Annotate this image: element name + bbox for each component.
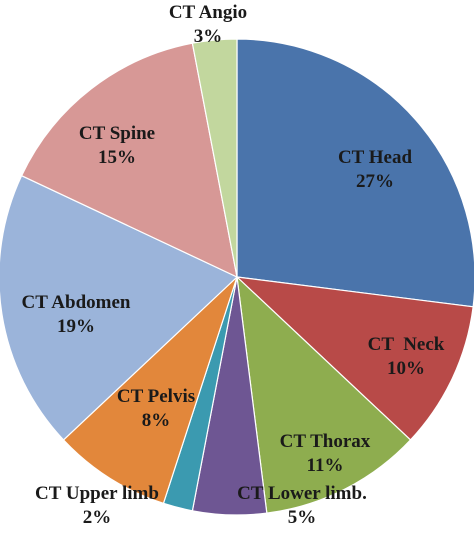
slice-ct-head [236,38,474,308]
label-ct-neck: CT Neck 10% [368,334,445,379]
label-ct-lower-limb: CT Lower limb. 5% [237,483,367,528]
slice-ct-pelvis [62,276,238,505]
label-ct-head: CT Head 27% [338,147,413,192]
slice-ct-thorax [236,275,412,514]
slice-ct-spine [20,42,238,279]
label-ct-thorax: CT Thorax 11% [280,431,371,476]
slice-ct-abdomen [0,174,239,441]
slice-labels: CT Head 27% CT Neck 10% CT Thorax 11% CT Lower… [22,2,445,528]
label-ct-spine: CT Spine 15% [79,123,155,168]
slice-ct-angio [191,38,238,278]
pie-slices [0,38,474,516]
label-ct-angio: CT Angio 3% [169,2,247,47]
slice-ct-neck [235,276,474,441]
label-ct-pelvis: CT Pelvis 8% [117,386,195,431]
label-ct-upper-limb: CT Upper limb 2% [35,483,159,528]
label-ct-abdomen: CT Abdomen 19% [22,292,131,337]
